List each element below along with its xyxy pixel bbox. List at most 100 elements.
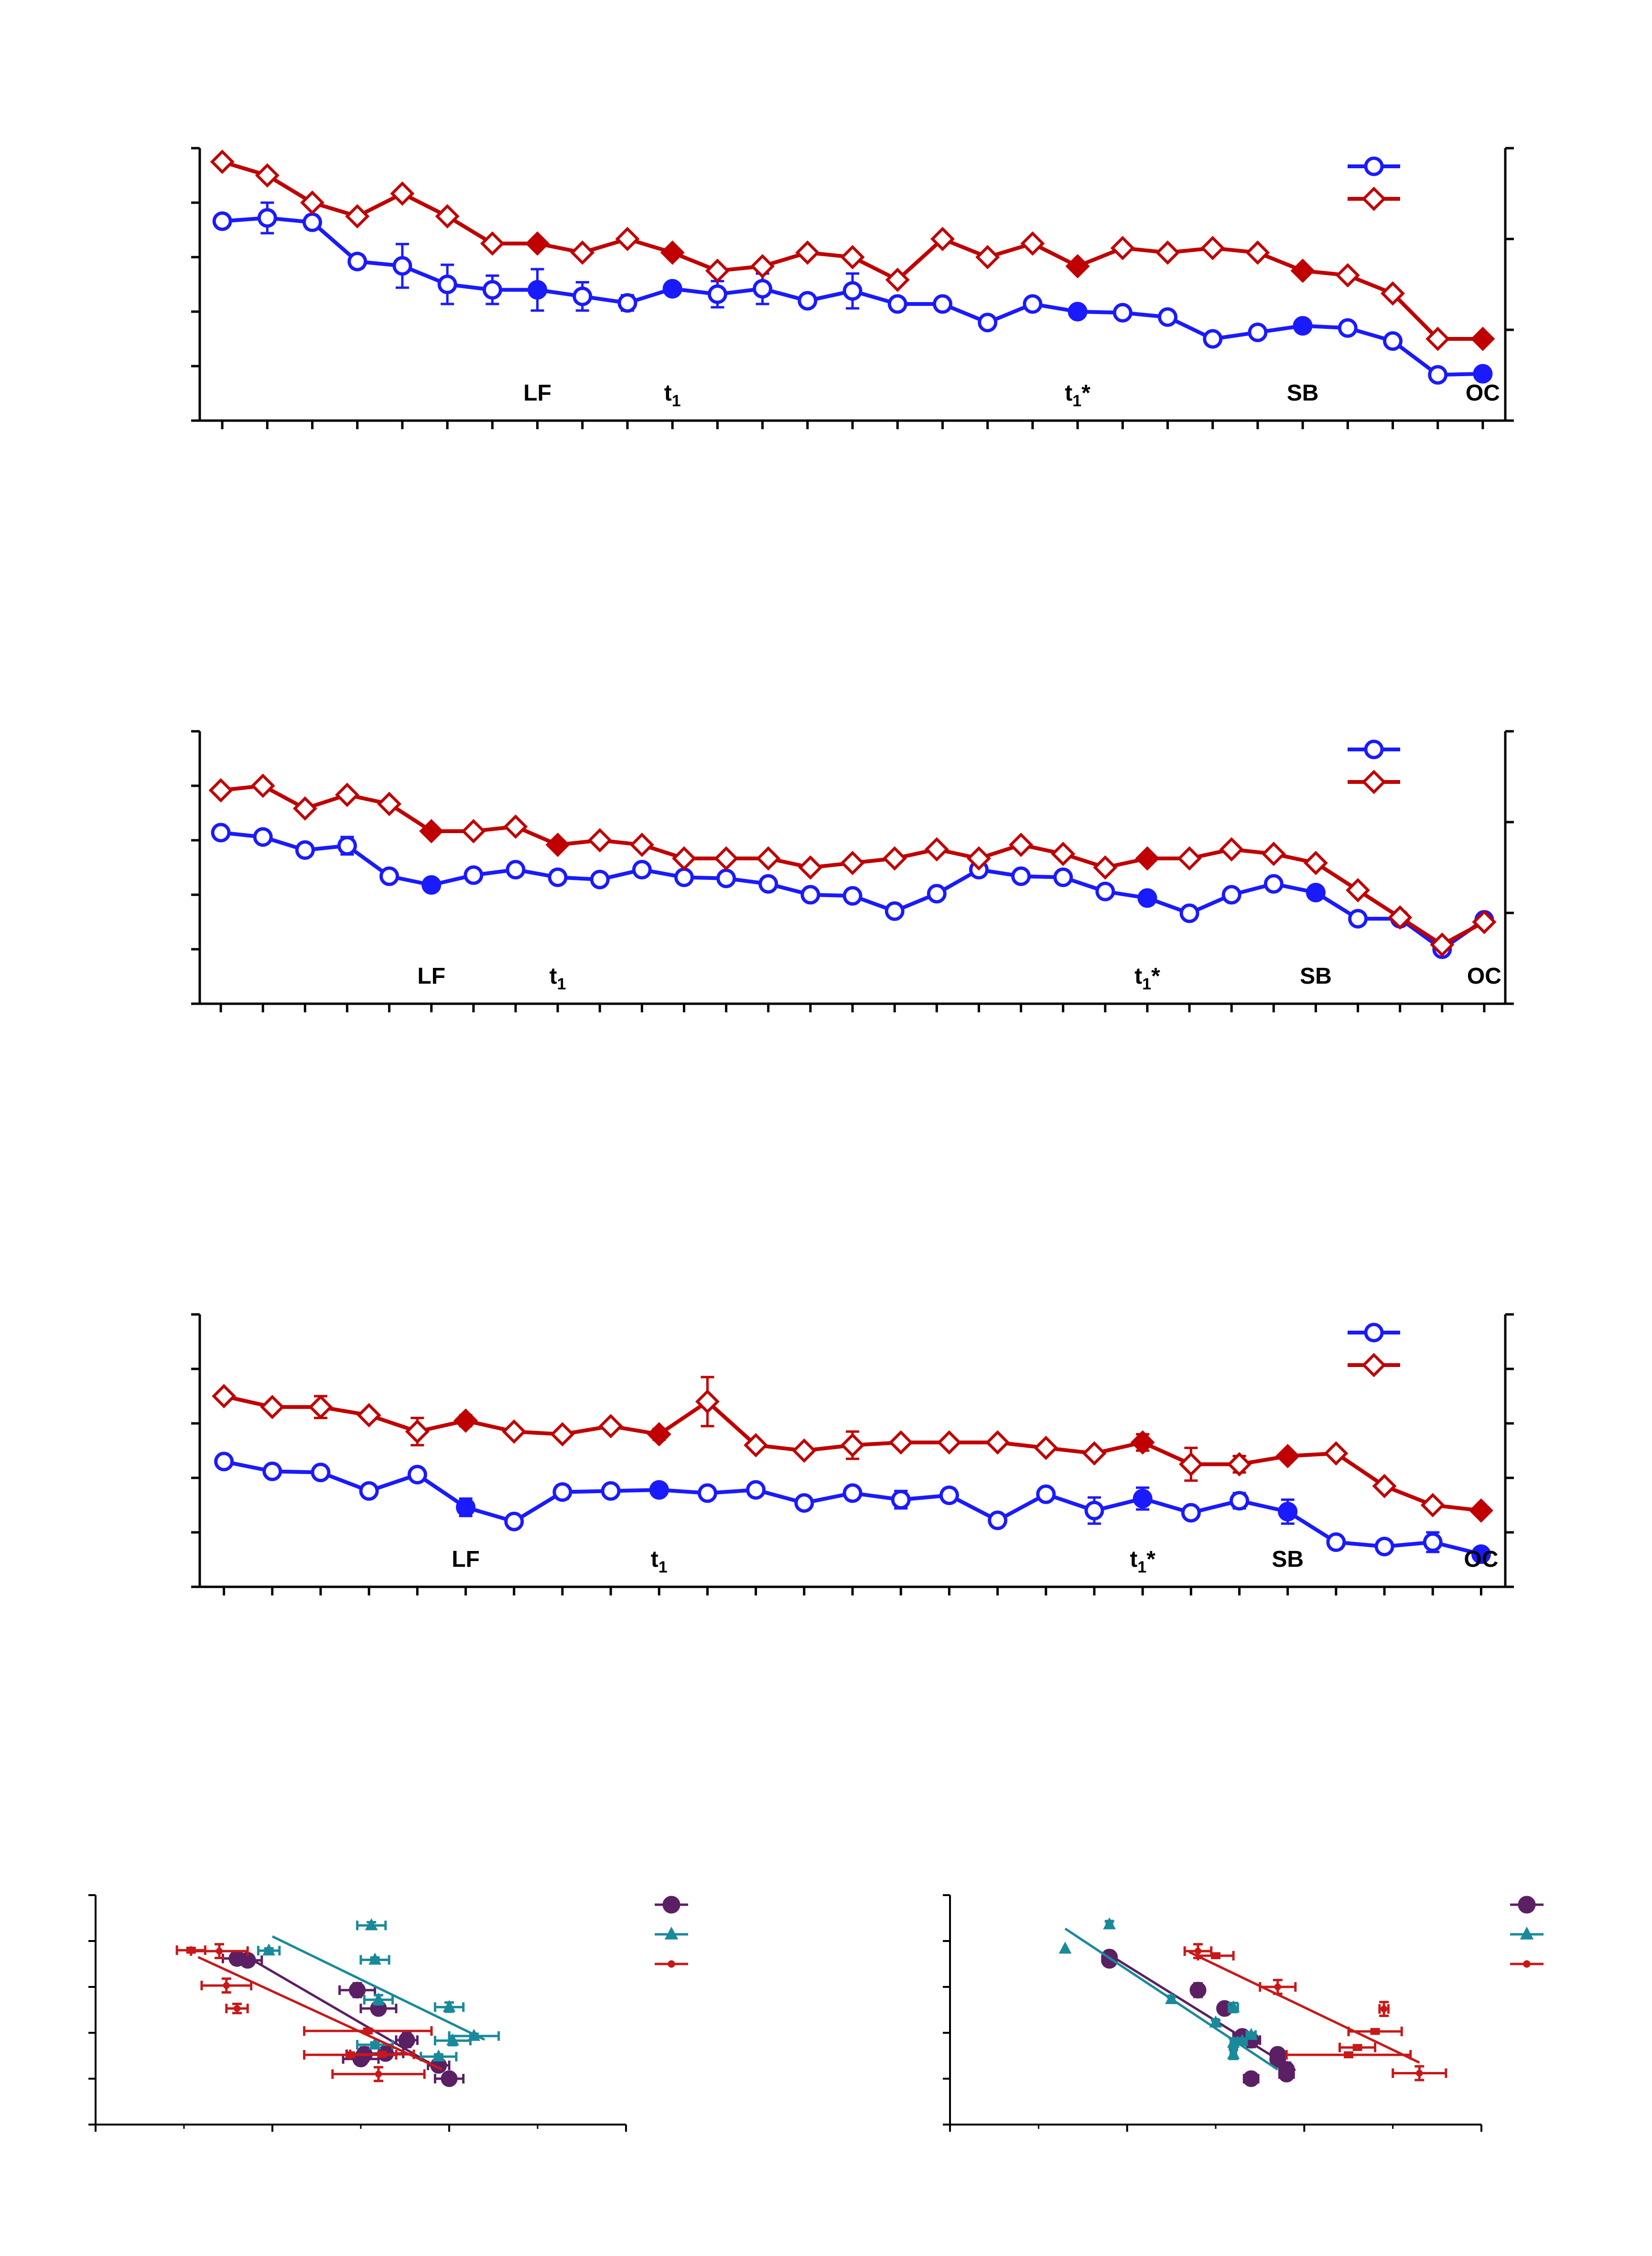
chart-panel-C: LF t1 t1* SB OC <box>191 1313 1514 1595</box>
stage-annotation: t1* <box>1134 964 1160 993</box>
data-point-frap <box>1219 837 1244 862</box>
data-point-frap <box>212 1384 237 1409</box>
annotation-label: OC <box>1466 380 1500 406</box>
legend-marker <box>1518 1896 1536 1914</box>
data-point <box>467 2028 481 2041</box>
stage-annotation: t1* <box>1130 1547 1155 1576</box>
legend-marker <box>1364 1323 1384 1343</box>
data-point-frap <box>308 1395 333 1420</box>
data-point-frap <box>705 259 730 283</box>
data-point-frap <box>1009 833 1034 857</box>
data-point-frap <box>1275 1443 1300 1468</box>
legend-marker <box>1361 1353 1386 1377</box>
data-point-frap <box>840 245 865 270</box>
data-point-frap <box>390 181 415 206</box>
annotation-subscript: 1 <box>1137 1558 1146 1576</box>
data-point-teac <box>1036 1484 1056 1504</box>
data-point-teac <box>1179 903 1199 923</box>
data-point-frap <box>660 240 685 265</box>
stage-annotation: LF <box>452 1547 480 1572</box>
legend-marker <box>1364 156 1384 176</box>
data-point-frap <box>937 1430 961 1455</box>
legend-marker <box>1520 1926 1534 1940</box>
data-point-frap <box>985 1430 1010 1455</box>
legend-marker <box>1523 1960 1531 1968</box>
data-point-frap <box>930 227 955 251</box>
data-point-frap <box>461 819 486 844</box>
annotation-subscript: 1 <box>557 975 566 993</box>
data-point-frap <box>587 828 612 853</box>
data-point-frap <box>798 855 823 880</box>
data-point-teac <box>482 280 502 300</box>
data-point-teac <box>1428 365 1448 385</box>
data-point-frap <box>1245 240 1270 265</box>
annotation-label: t <box>1065 380 1072 406</box>
data-point <box>368 2037 381 2050</box>
data-point-frap <box>598 1414 623 1439</box>
data-point-frap <box>1082 1441 1107 1466</box>
data-point-frap <box>671 846 696 871</box>
data-point-teac <box>842 886 863 906</box>
data-point-teac <box>753 279 773 299</box>
data-point-frap <box>888 1430 913 1455</box>
stage-annotation: SB <box>1287 380 1319 406</box>
data-point-frap <box>647 1422 671 1447</box>
legend-marker <box>1361 770 1386 794</box>
stage-annotation: t1 <box>651 1547 668 1576</box>
data-point-frap <box>1261 842 1286 866</box>
legend-marker <box>1361 186 1386 211</box>
legend-marker <box>662 1896 680 1914</box>
data-point-frap <box>292 796 317 821</box>
data-point-frap <box>885 268 910 292</box>
data-point-teac <box>716 868 736 889</box>
data-point-teac <box>464 865 484 885</box>
data-point <box>1416 2070 1423 2077</box>
data-point <box>223 1982 230 1989</box>
data-point-teac <box>617 293 637 313</box>
data-point-teac <box>885 901 905 921</box>
data-point-frap <box>550 1422 575 1447</box>
data-point <box>1371 2028 1379 2035</box>
data-point-teac <box>798 291 818 311</box>
data-point <box>1242 2070 1260 2087</box>
data-point-teac <box>347 251 367 271</box>
series-2016-17 <box>175 1943 443 2082</box>
data-point-teac <box>1471 1544 1491 1564</box>
data-point-frap <box>377 792 402 816</box>
data-point-frap <box>792 1438 817 1463</box>
data-point <box>1354 2044 1361 2051</box>
data-point-teac <box>1011 866 1031 886</box>
data-point-teac <box>392 256 412 276</box>
legend-marker <box>664 1926 679 1940</box>
data-point-frap <box>1177 846 1202 871</box>
stage-annotation: OC <box>1467 964 1501 989</box>
annotation-suffix: * <box>1151 964 1160 989</box>
data-point-frap <box>1420 1493 1445 1518</box>
data-point-teac <box>257 208 277 228</box>
data-point-frap <box>250 773 275 798</box>
data-point-teac <box>359 1481 379 1501</box>
data-point <box>372 1992 385 2005</box>
data-point <box>187 1947 194 1954</box>
data-point <box>1227 2047 1240 2060</box>
data-point <box>441 2070 458 2087</box>
data-point-frap <box>545 833 570 857</box>
data-point-teac <box>1278 1502 1298 1522</box>
data-point-frap <box>260 1395 285 1420</box>
data-point-frap <box>208 778 233 803</box>
stage-annotation: t1* <box>1065 380 1091 410</box>
stage-annotation: OC <box>1466 380 1500 406</box>
annotation-subscript: 1 <box>659 1558 668 1576</box>
data-point-frap <box>1178 1452 1203 1476</box>
data-point-teac <box>1133 1488 1153 1508</box>
data-point-teac <box>800 885 821 905</box>
data-point <box>364 2028 371 2035</box>
stage-annotation: LF <box>417 964 445 989</box>
data-point-teac <box>552 1482 572 1502</box>
data-point-teac <box>1203 329 1223 349</box>
data-point-frap <box>1472 910 1497 934</box>
data-point-frap <box>503 814 528 839</box>
data-point-teac <box>746 1480 766 1500</box>
